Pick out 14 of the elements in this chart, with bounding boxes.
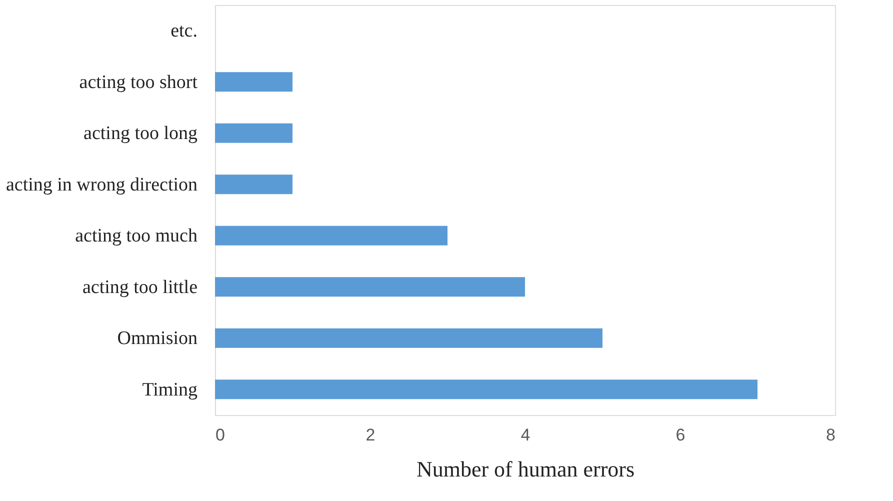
x-tick-label: 8: [826, 426, 836, 444]
x-tick-label: 0: [216, 426, 225, 444]
x-tick-label: 6: [676, 426, 686, 444]
y-tick-label: Ommision: [117, 328, 198, 350]
y-tick-label: acting too little: [82, 276, 198, 298]
y-tick-label: acting in wrong direction: [6, 174, 198, 196]
x-axis-title: Number of human errors: [416, 456, 635, 482]
y-tick-label: Timing: [142, 379, 198, 400]
y-tick-label: acting too long: [84, 123, 198, 144]
x-tick-label: 4: [520, 426, 530, 444]
y-tick-label: acting too short: [79, 72, 198, 93]
x-tick-label: 2: [366, 426, 376, 444]
y-tick-label: etc.: [170, 20, 198, 42]
y-tick-label: acting too much: [75, 226, 198, 247]
